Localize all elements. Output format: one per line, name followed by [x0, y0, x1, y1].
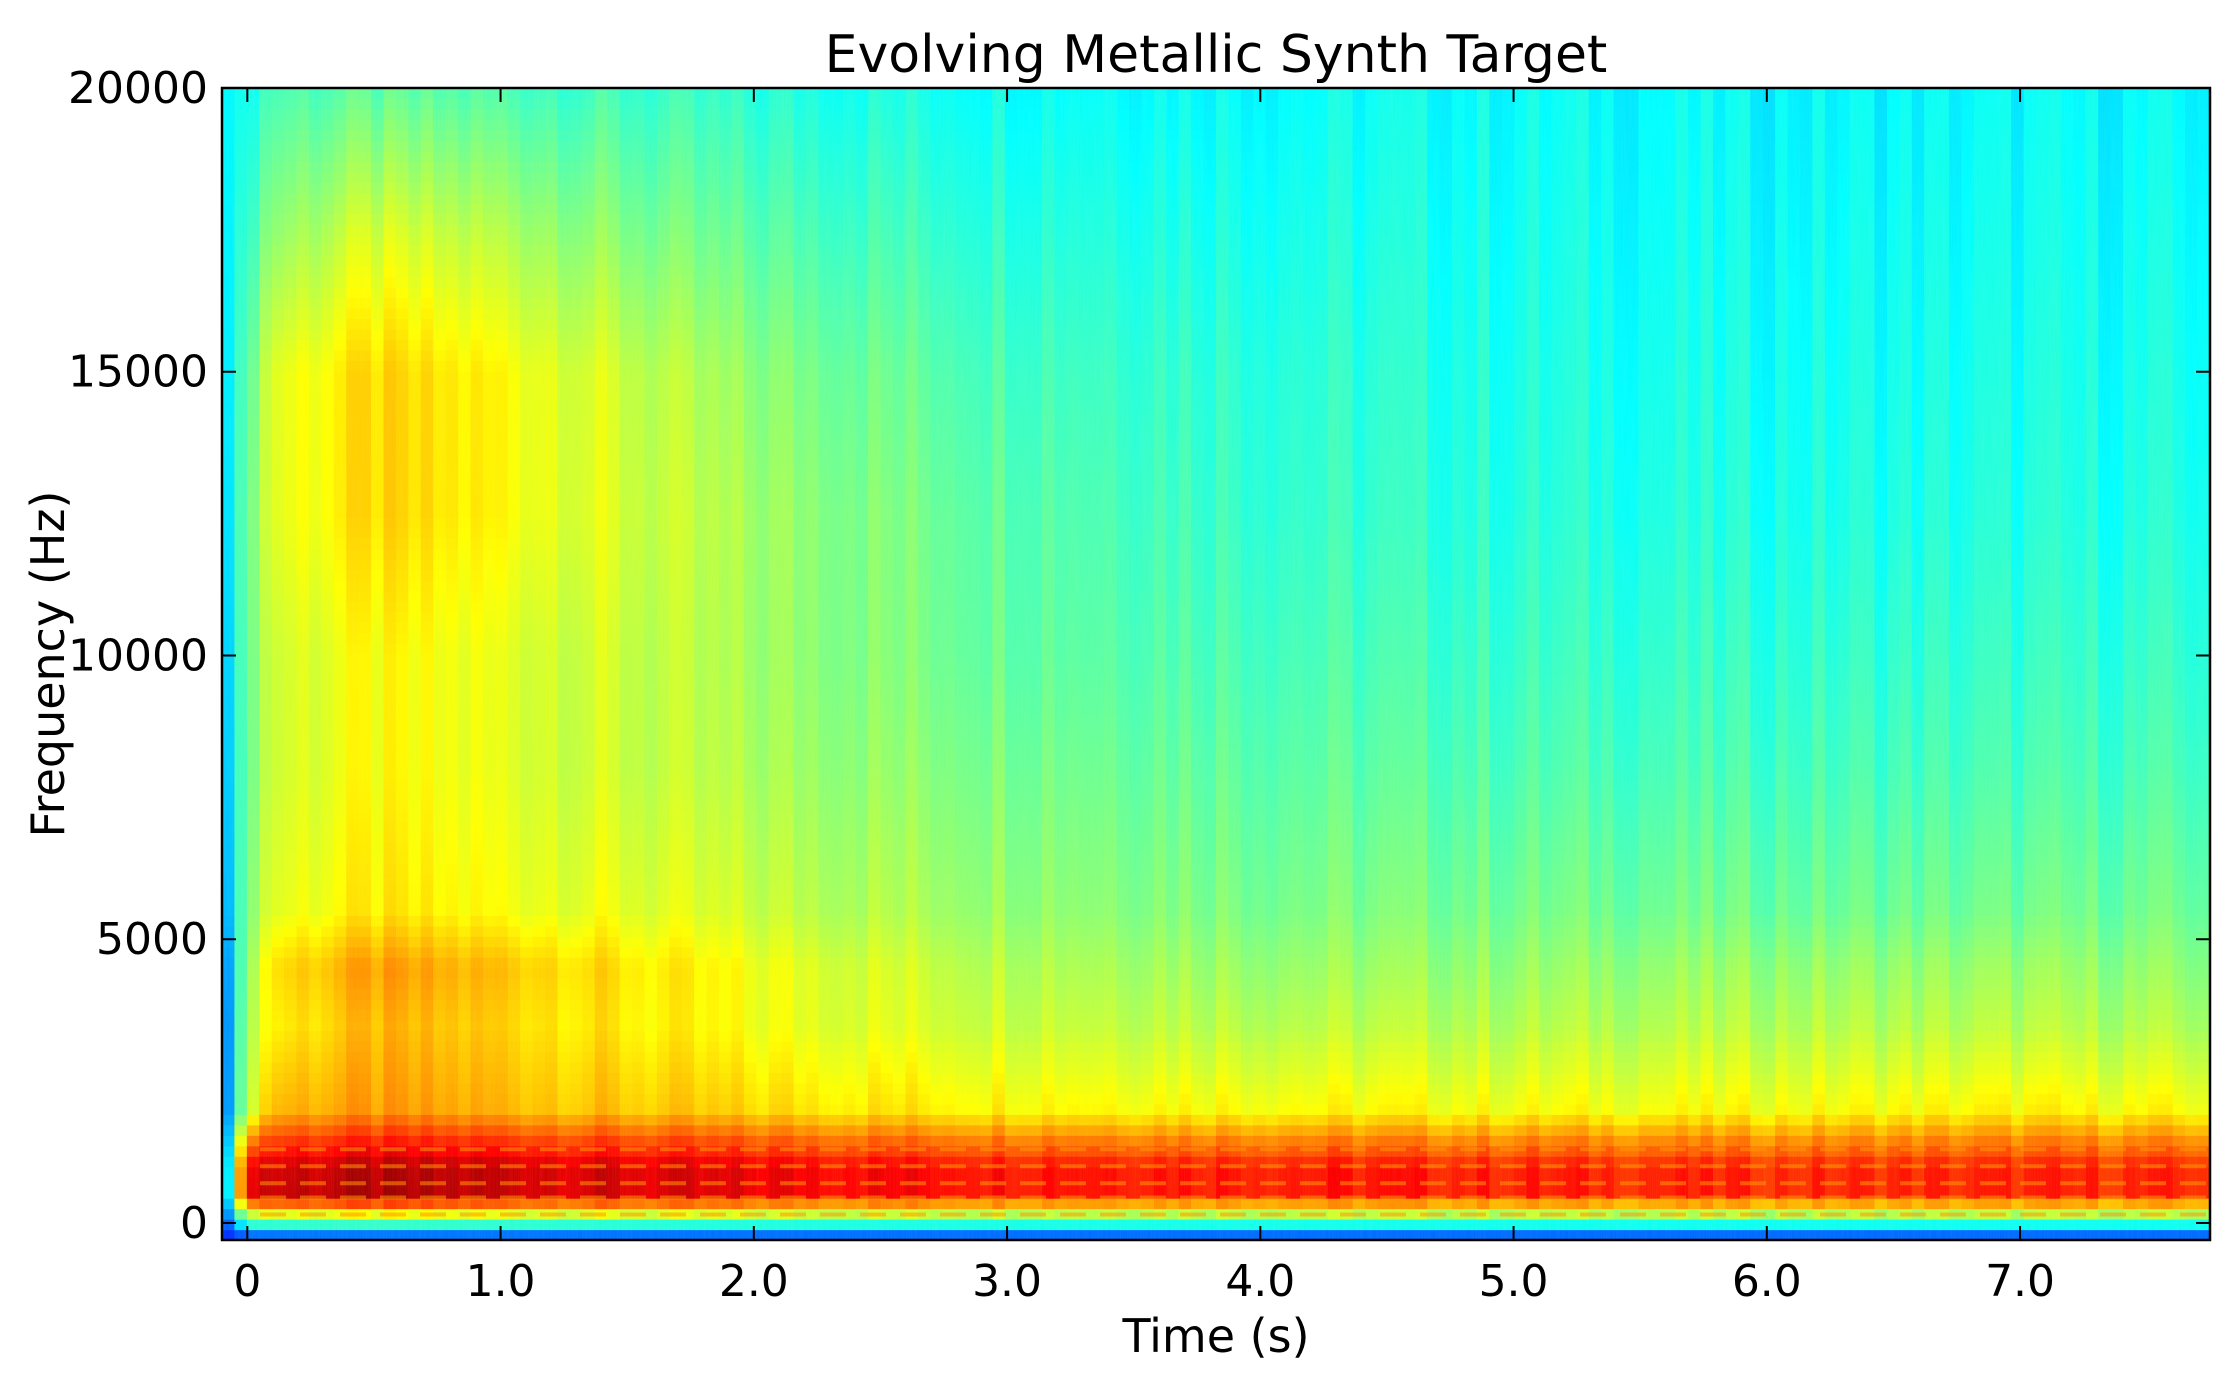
chart-title: Evolving Metallic Synth Target — [825, 25, 1608, 85]
plot-area — [222, 88, 2210, 1240]
